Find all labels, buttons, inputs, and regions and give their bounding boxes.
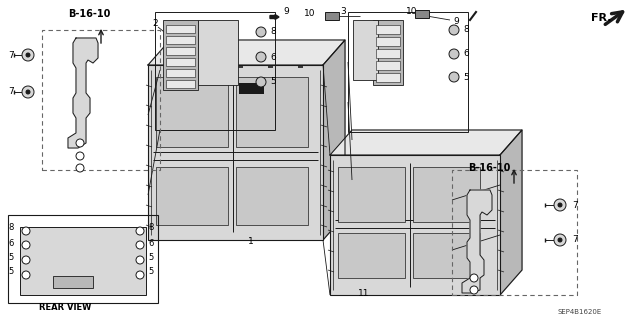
Bar	[166, 69, 195, 77]
Text: 5: 5	[8, 266, 13, 276]
Text: 7: 7	[572, 201, 578, 210]
Bar	[373, 20, 403, 85]
Text: 5: 5	[8, 253, 13, 262]
Circle shape	[136, 241, 144, 249]
Circle shape	[470, 274, 478, 282]
Bar	[338, 233, 405, 278]
Text: 6: 6	[8, 239, 13, 248]
Circle shape	[26, 90, 30, 94]
Bar	[413, 167, 480, 222]
Bar	[348, 12, 468, 132]
Bar	[353, 20, 378, 80]
Text: 5: 5	[148, 266, 153, 276]
Circle shape	[76, 152, 84, 160]
Text: SEP4B1620E: SEP4B1620E	[558, 309, 602, 315]
Text: 1: 1	[248, 238, 253, 247]
Bar	[166, 80, 195, 88]
Polygon shape	[323, 40, 345, 240]
Text: 3: 3	[340, 8, 346, 17]
Bar	[376, 25, 400, 34]
Bar	[166, 47, 195, 55]
FancyArrow shape	[270, 14, 279, 19]
Polygon shape	[500, 130, 522, 295]
Circle shape	[22, 241, 30, 249]
Bar	[155, 12, 275, 130]
Circle shape	[136, 227, 144, 235]
Bar	[376, 61, 400, 70]
Bar	[8, 215, 158, 303]
Text: 11: 11	[358, 290, 369, 299]
Bar	[330, 155, 500, 295]
Circle shape	[22, 271, 30, 279]
Circle shape	[558, 203, 562, 207]
Circle shape	[256, 52, 266, 62]
Text: 7: 7	[8, 50, 13, 60]
Bar	[376, 73, 400, 82]
Circle shape	[136, 271, 144, 279]
Circle shape	[449, 72, 459, 82]
Text: 9: 9	[283, 8, 289, 17]
Text: B-16-10: B-16-10	[68, 9, 110, 19]
Bar	[53, 276, 93, 288]
Bar	[325, 12, 339, 20]
Bar	[166, 58, 195, 66]
Polygon shape	[462, 190, 492, 293]
Text: 5: 5	[463, 72, 468, 81]
Circle shape	[554, 199, 566, 211]
Circle shape	[76, 164, 84, 172]
Text: 10: 10	[406, 8, 417, 17]
Bar	[156, 77, 228, 147]
Text: 10: 10	[303, 10, 315, 19]
Bar	[236, 77, 308, 147]
Bar	[452, 170, 577, 295]
Text: 9: 9	[453, 18, 459, 26]
Circle shape	[76, 139, 84, 147]
Circle shape	[136, 256, 144, 264]
Bar	[42, 30, 160, 170]
Bar	[163, 20, 198, 90]
Circle shape	[22, 49, 34, 61]
Circle shape	[26, 53, 30, 57]
Bar	[376, 37, 400, 46]
Text: 7: 7	[8, 87, 13, 97]
Text: REAR VIEW: REAR VIEW	[39, 303, 91, 313]
Bar	[198, 20, 238, 85]
Bar	[415, 10, 429, 18]
Circle shape	[470, 286, 478, 294]
Circle shape	[22, 256, 30, 264]
Text: 5: 5	[270, 78, 276, 86]
Text: 6: 6	[148, 239, 154, 248]
Text: 6: 6	[463, 49, 468, 58]
Circle shape	[22, 86, 34, 98]
Circle shape	[558, 238, 562, 242]
Text: 7: 7	[572, 235, 578, 244]
Text: 8: 8	[148, 224, 154, 233]
Bar	[166, 36, 195, 44]
Text: 6: 6	[270, 53, 276, 62]
Text: 8: 8	[270, 27, 276, 36]
Circle shape	[449, 49, 459, 59]
Bar	[376, 49, 400, 58]
Circle shape	[22, 227, 30, 235]
Polygon shape	[68, 38, 98, 148]
Circle shape	[256, 27, 266, 37]
Circle shape	[554, 234, 566, 246]
Bar	[338, 167, 405, 222]
Circle shape	[256, 77, 266, 87]
Text: FR.: FR.	[591, 13, 611, 23]
Bar	[20, 227, 146, 295]
Text: 5: 5	[148, 253, 153, 262]
Bar	[156, 167, 228, 225]
Bar	[148, 65, 323, 240]
Text: 8: 8	[8, 224, 13, 233]
Text: 2: 2	[152, 19, 157, 28]
Polygon shape	[148, 40, 345, 65]
Bar	[413, 233, 480, 278]
Polygon shape	[330, 130, 522, 155]
Circle shape	[449, 25, 459, 35]
Bar	[166, 25, 195, 33]
Text: 8: 8	[463, 26, 468, 34]
Bar	[236, 167, 308, 225]
Text: B-16-10: B-16-10	[468, 163, 510, 173]
